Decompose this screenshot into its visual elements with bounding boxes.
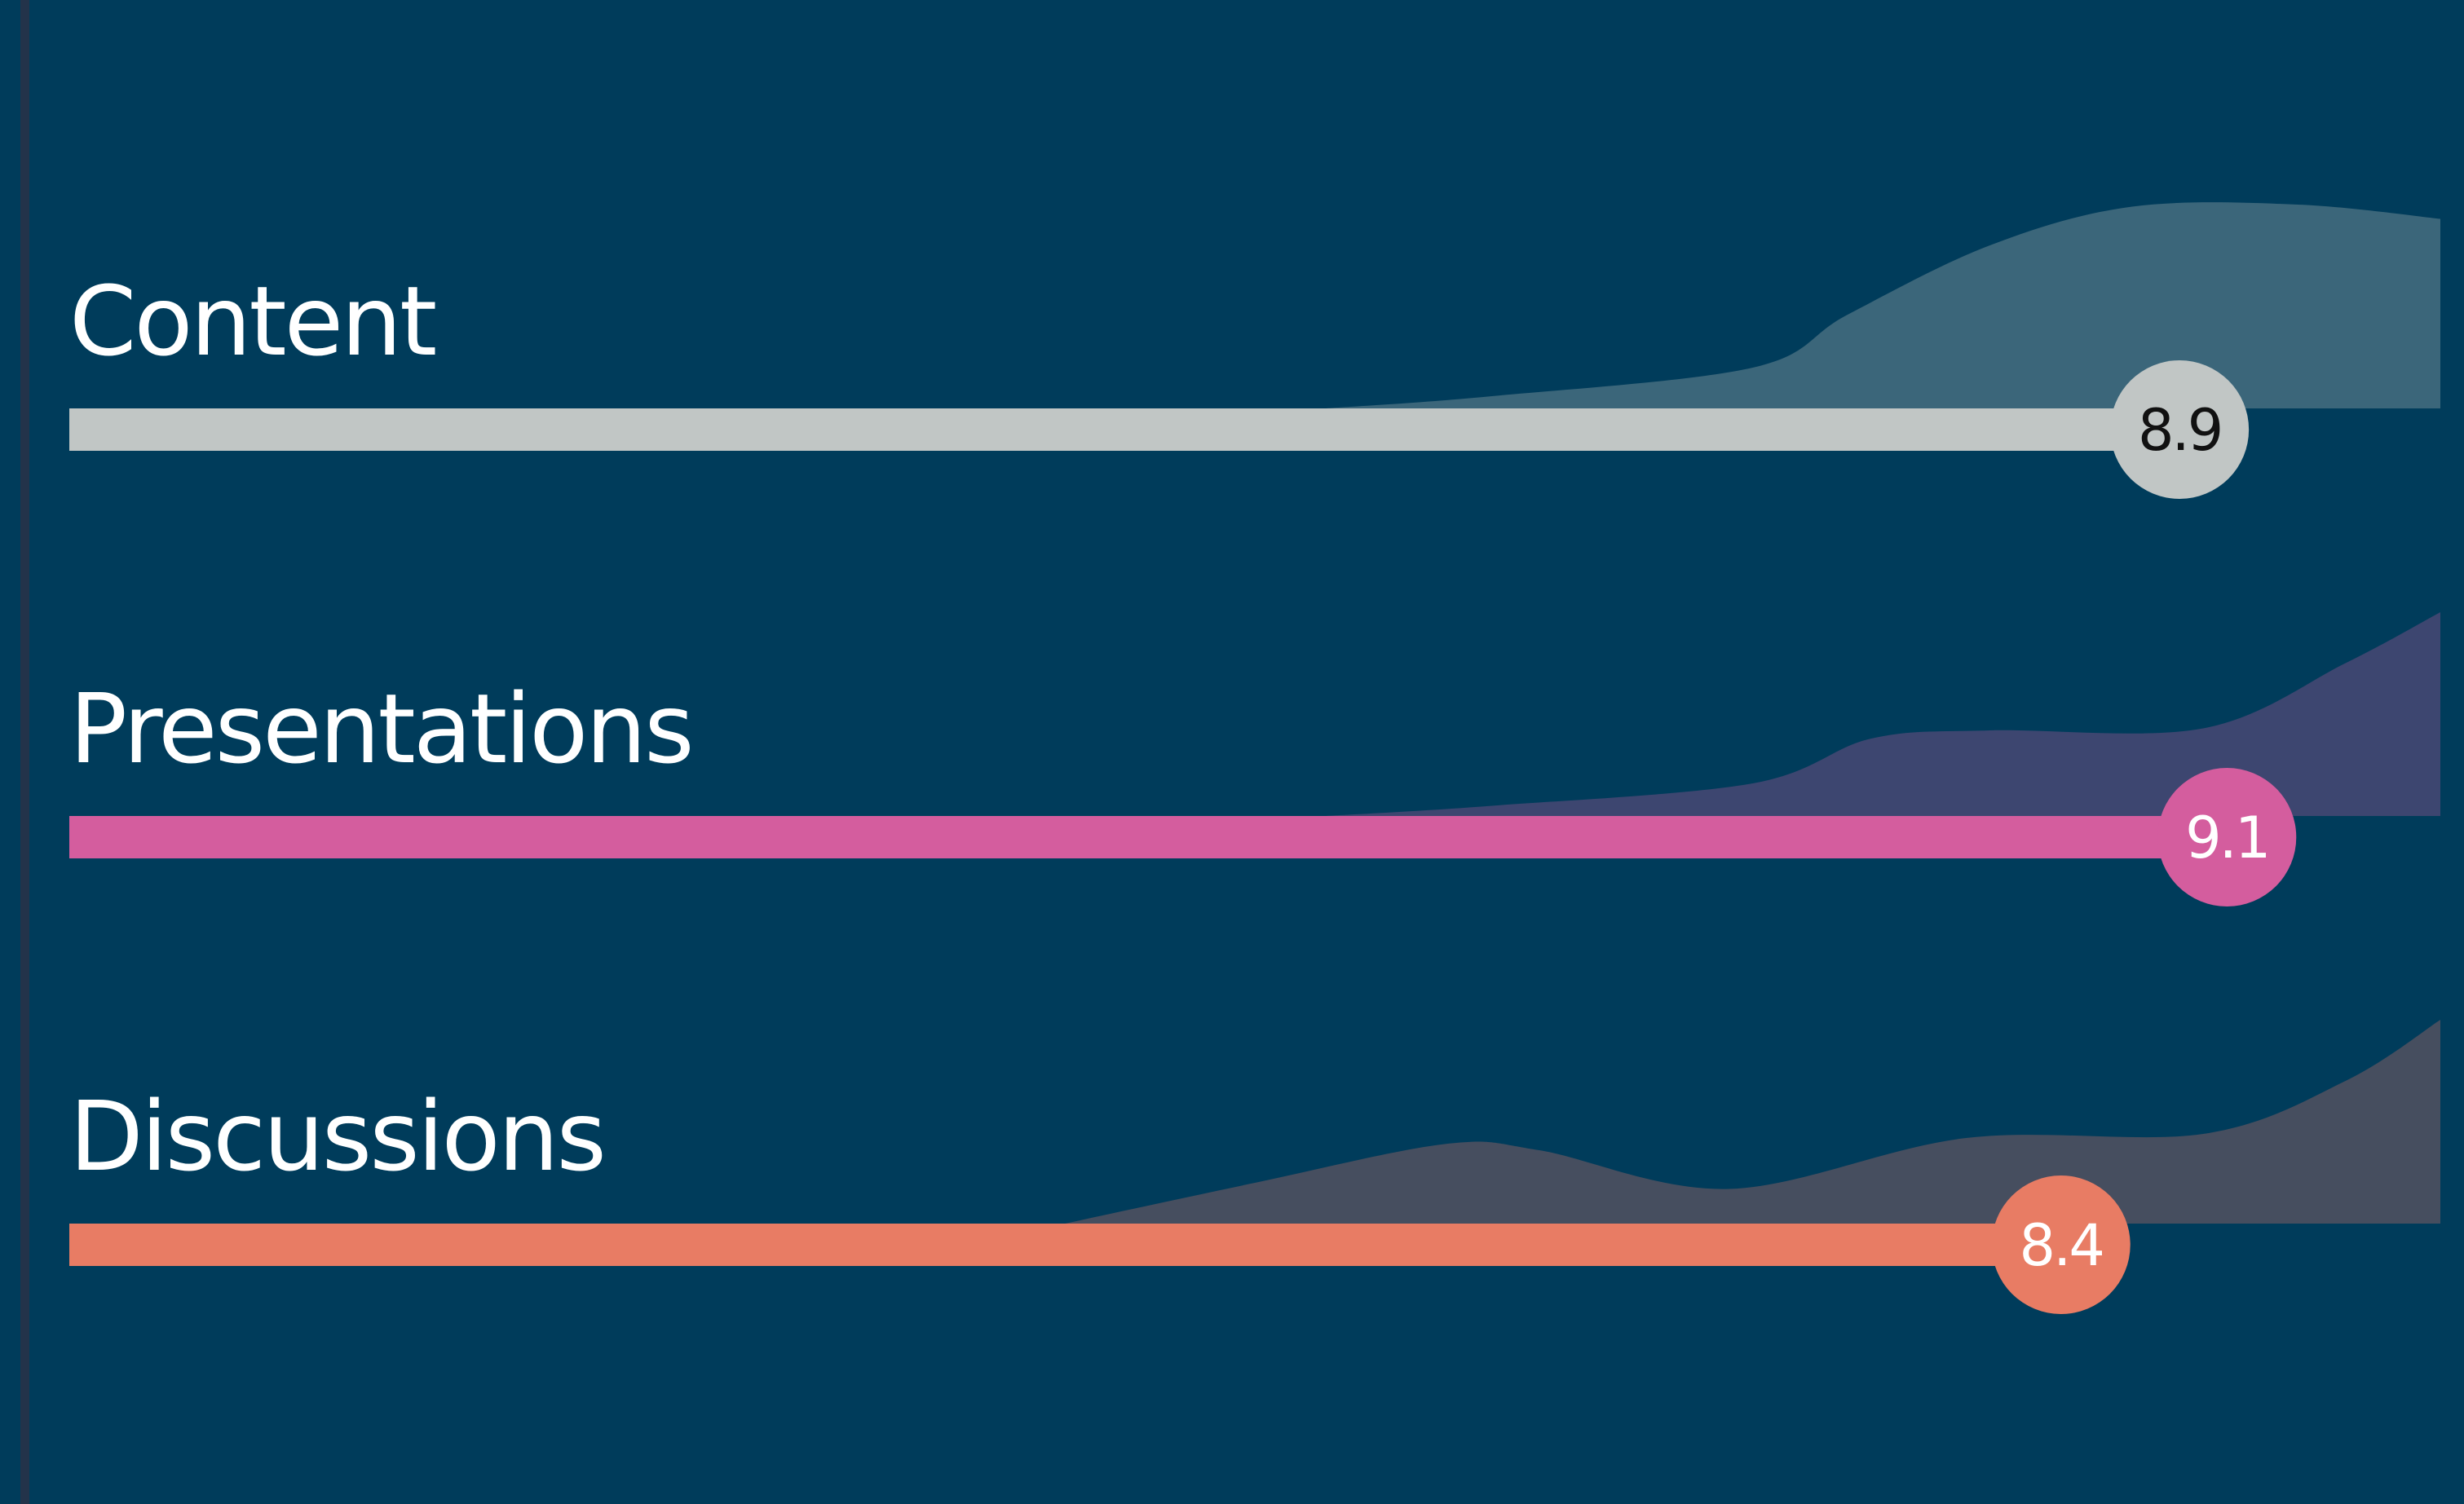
value-label-content: 8.9 xyxy=(2138,397,2221,464)
bar-content xyxy=(69,408,2180,451)
value-marker-presentations xyxy=(2157,768,2297,906)
value-marker-discussions xyxy=(1991,1175,2131,1314)
category-label-discussions: Discussions xyxy=(69,1080,604,1193)
value-marker-content xyxy=(2110,360,2250,499)
category-label-content: Content xyxy=(69,265,435,377)
bar-discussions xyxy=(69,1224,2061,1266)
distribution-presentations xyxy=(1326,612,2440,816)
value-label-presentations: 9.1 xyxy=(2185,805,2268,871)
left-divider xyxy=(20,0,29,1504)
category-label-presentations: Presentations xyxy=(69,673,692,785)
value-label-discussions: 8.4 xyxy=(2020,1212,2103,1279)
distribution-discussions xyxy=(1065,1020,2440,1224)
distribution-content xyxy=(1326,202,2440,408)
bar-presentations xyxy=(69,816,2228,858)
